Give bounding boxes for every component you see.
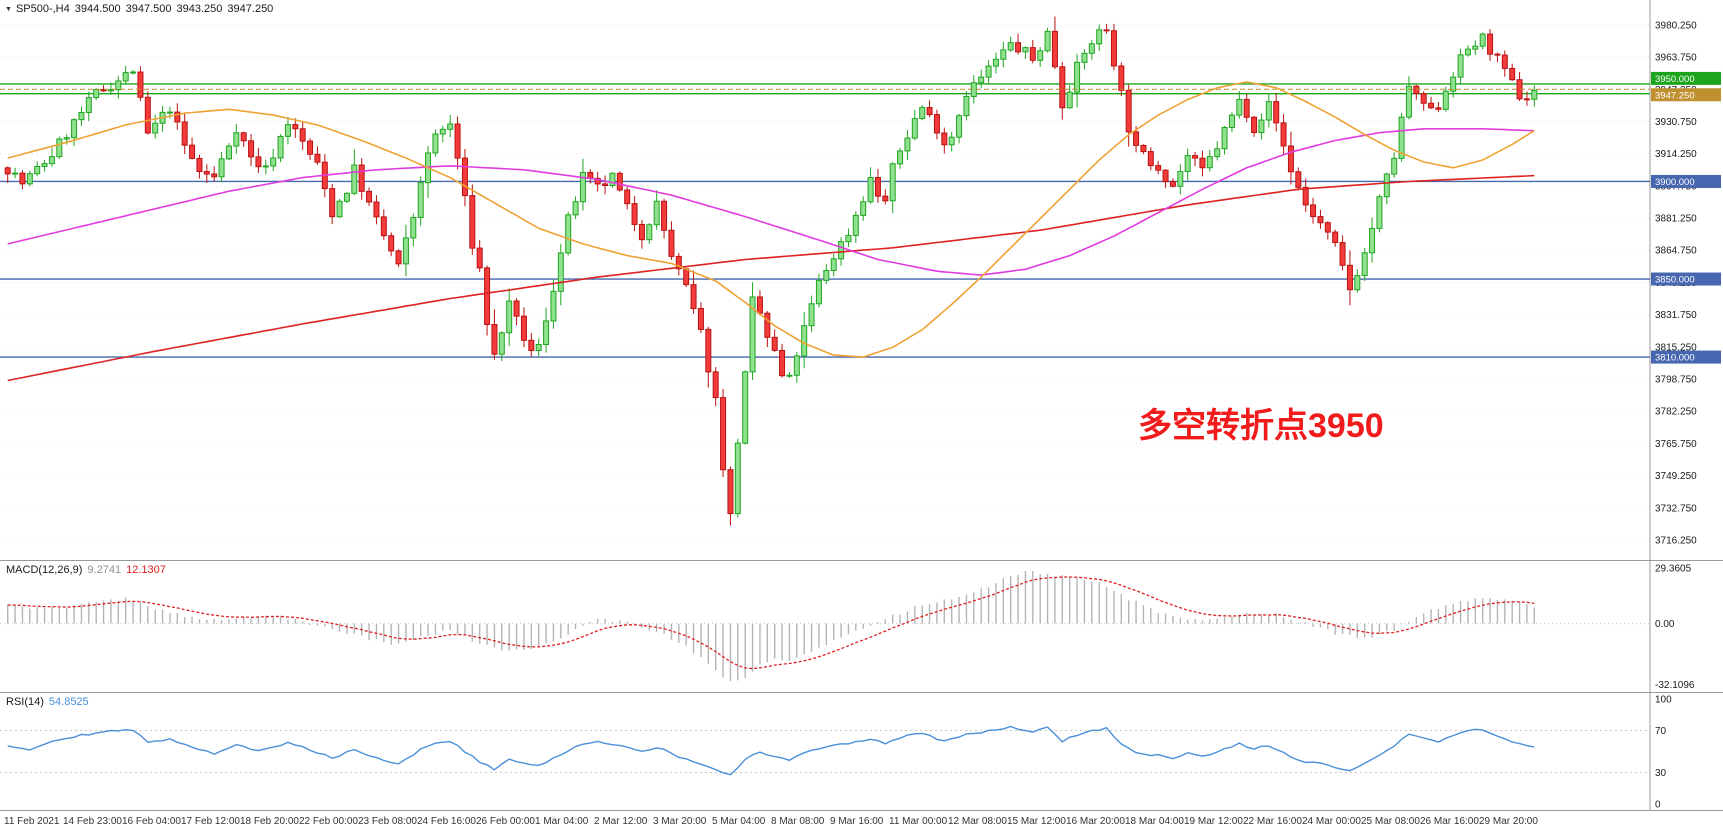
price-axis-label: 3930.750 [1655, 117, 1697, 128]
rsi-label: RSI(14) 54.8525 [6, 696, 94, 708]
rsi-value: 54.8525 [48, 696, 89, 708]
level-price-badge [1651, 272, 1721, 286]
macd-label: MACD(12,26,9) 9.2741 12.1307 [6, 564, 171, 576]
ohlc-close-value: 3947.250 [227, 3, 274, 15]
macd-name: MACD(12,26,9) [6, 564, 83, 576]
time-label: 8 Mar 08:00 [771, 816, 825, 827]
time-label: 14 Feb 23:00 [63, 816, 122, 827]
price-axis-label: 3732.750 [1655, 503, 1697, 514]
price-axis-label: 3798.750 [1655, 375, 1697, 386]
time-label: 9 Mar 16:00 [830, 816, 884, 827]
time-label: 24 Mar 00:00 [1302, 816, 1361, 827]
price-axis-label: 3914.250 [1655, 149, 1697, 160]
time-label: 15 Mar 12:00 [1007, 816, 1066, 827]
time-label: 5 Mar 04:00 [712, 816, 766, 827]
time-label: 22 Feb 00:00 [299, 816, 358, 827]
price-axis-label: 3831.750 [1655, 310, 1697, 321]
time-label: 23 Feb 08:00 [358, 816, 417, 827]
time-label: 22 Mar 16:00 [1243, 816, 1302, 827]
time-label: 12 Mar 08:00 [948, 816, 1007, 827]
macd-axis-label: 0.00 [1655, 619, 1675, 630]
time-label: 29 Mar 20:00 [1479, 816, 1538, 827]
macd-axis-label: -32.1096 [1655, 680, 1695, 691]
time-label: 11 Mar 00:00 [889, 816, 948, 827]
rsi-line [7, 725, 1535, 776]
rsi-axis-label: 30 [1655, 768, 1667, 779]
price-axis-label: 3749.250 [1655, 471, 1697, 482]
macd-axis-label: 29.3605 [1655, 563, 1692, 574]
rsi-chart[interactable]: 100 70 30 0 [0, 693, 1723, 810]
time-label: 2 Mar 12:00 [594, 816, 648, 827]
macd-chart[interactable]: 29.3605 0.00 -32.1096 [0, 561, 1723, 692]
current-price-badge [1651, 88, 1721, 102]
price-axis-label: 3864.750 [1655, 246, 1697, 257]
macd-main-value: 9.2741 [87, 564, 122, 576]
rsi-indicator-panel: 100 70 30 0 RSI(14) 54.8525 [0, 692, 1723, 810]
candlestick-chart[interactable]: 3980.250 3963.750 3947.250 3930.750 3914.250… [0, 0, 1723, 560]
svg-text:3900.000: 3900.000 [1655, 177, 1695, 188]
main-price-panel: 3980.250 3963.750 3947.250 3930.750 3914.250… [0, 0, 1723, 560]
time-label: 26 Mar 16:00 [1420, 816, 1479, 827]
time-label: 18 Feb 20:00 [240, 816, 299, 827]
rsi-axis-label: 100 [1655, 695, 1672, 706]
rsi-axis-label: 0 [1655, 800, 1661, 811]
macd-signal-value: 12.1307 [126, 564, 166, 576]
time-axis[interactable]: 11 Feb 2021 14 Feb 23:00 16 Feb 04:00 17 Fe… [0, 810, 1723, 839]
rsi-axis-label: 70 [1655, 726, 1667, 737]
symbol-timeframe-label: SP500-,H4 [15, 3, 70, 15]
rsi-name: RSI(14) [6, 696, 44, 708]
ohlc-open-value: 3944.500 [74, 3, 121, 15]
price-axis-label: 3716.250 [1655, 536, 1697, 547]
time-label: 17 Feb 12:00 [181, 816, 240, 827]
level-price-badge [1651, 350, 1721, 364]
time-label: 16 Mar 20:00 [1066, 816, 1125, 827]
ma-slow-red[interactable] [7, 174, 1535, 382]
svg-text:3810.000: 3810.000 [1655, 353, 1695, 364]
time-label: 1 Mar 04:00 [535, 816, 589, 827]
time-label: 18 Mar 04:00 [1125, 816, 1184, 827]
time-label: 16 Feb 04:00 [122, 816, 181, 827]
ohlc-high-value: 3947.500 [125, 3, 172, 15]
price-axis-label: 3815.250 [1655, 342, 1697, 353]
time-label: 26 Feb 00:00 [476, 816, 535, 827]
price-axis-label: 3765.750 [1655, 439, 1697, 450]
ohlc-low-value: 3943.250 [176, 3, 223, 15]
time-label: 11 Feb 2021 [4, 816, 60, 827]
macd-signal-line [7, 576, 1535, 670]
annotation-text: 多空转折点3950 [1138, 407, 1384, 445]
level-price-badge [1651, 174, 1721, 188]
symbol-marker-icon: ▼ [5, 6, 12, 13]
chart-header: ▼ SP500-,H4 3944.500 3947.500 3943.250 3947.2… [5, 3, 273, 15]
level-price-badge [1651, 71, 1721, 85]
time-label: 25 Mar 08:00 [1361, 816, 1420, 827]
svg-text:3950.000: 3950.000 [1655, 74, 1695, 85]
time-label: 3 Mar 20:00 [653, 816, 707, 827]
macd-indicator-panel: 29.3605 0.00 -32.1096 MACD(12,26,9) 9.2741 1… [0, 560, 1723, 692]
price-axis-label: 3782.250 [1655, 407, 1697, 418]
ma-fast-orange[interactable] [7, 81, 1535, 358]
price-axis-label: 3980.250 [1655, 20, 1697, 31]
svg-text:3850.000: 3850.000 [1655, 275, 1695, 286]
price-axis-label: 3881.250 [1655, 214, 1697, 225]
time-label: 19 Mar 12:00 [1184, 816, 1243, 827]
svg-text:3947.250: 3947.250 [1655, 90, 1695, 101]
ma-mid-magenta[interactable] [7, 128, 1535, 276]
price-axis-label: 3963.750 [1655, 53, 1697, 64]
time-label: 24 Feb 16:00 [417, 816, 476, 827]
